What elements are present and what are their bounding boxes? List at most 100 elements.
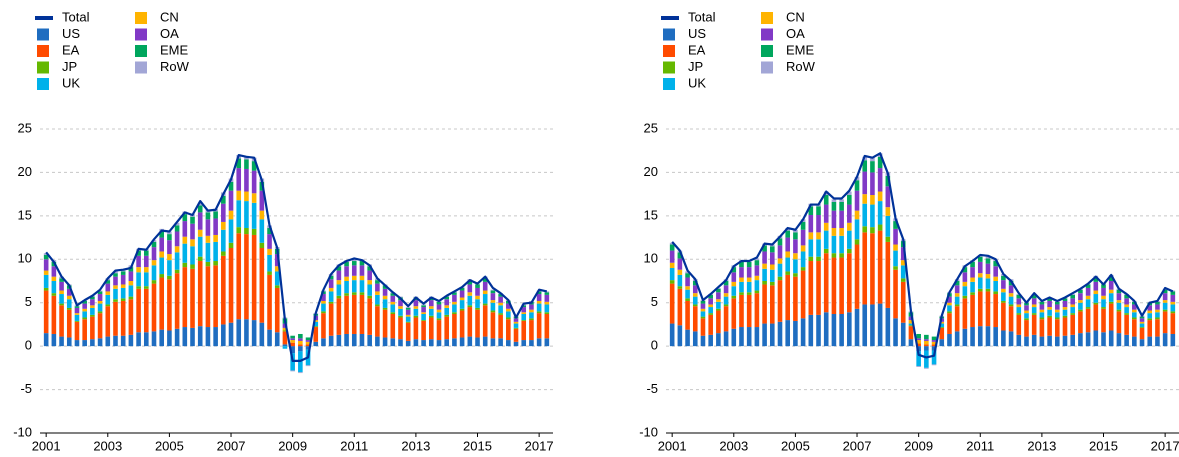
bar-segment — [885, 215, 891, 237]
bar-segment — [800, 251, 806, 268]
bar-segment — [421, 312, 426, 315]
bar-segment — [159, 277, 165, 330]
bar-segment — [190, 216, 195, 224]
bar-segment — [151, 331, 157, 347]
bar-segment — [344, 261, 349, 267]
bar-segment — [467, 284, 473, 293]
bar-segment — [816, 239, 821, 257]
legend-swatch — [37, 45, 49, 57]
bar-segment — [459, 300, 465, 309]
bar-segment — [529, 320, 534, 341]
bar-segment — [544, 292, 550, 295]
bar-segment — [267, 254, 272, 272]
bar-segment — [398, 306, 403, 309]
bar-segment — [1078, 309, 1083, 312]
bar-segment — [777, 321, 783, 347]
bar-segment — [159, 329, 165, 347]
bar-segment — [685, 298, 690, 301]
bar-segment — [305, 341, 311, 345]
bar-segment — [1116, 333, 1122, 347]
bar-segment — [993, 276, 998, 281]
bar-segment — [113, 285, 118, 289]
bar-segment — [723, 296, 729, 305]
bar-segment — [521, 314, 527, 321]
bar-segment — [313, 326, 319, 328]
bar-segment — [482, 281, 488, 291]
bar-segment — [244, 159, 249, 169]
bar-segment — [421, 320, 426, 321]
bar-segment — [136, 272, 141, 287]
bar-segment — [769, 281, 775, 286]
bar-segment — [459, 290, 465, 298]
bar-segment — [700, 300, 706, 304]
bar-segment — [900, 322, 906, 347]
bar-segment — [182, 236, 188, 244]
bar-segment — [754, 265, 760, 276]
bar-segment — [459, 308, 465, 311]
bar-segment — [290, 340, 295, 343]
legend-swatch — [663, 61, 675, 74]
bar-segment — [97, 338, 103, 347]
bar-segment — [1116, 302, 1122, 310]
bar-segment — [916, 343, 921, 347]
bar-segment — [854, 190, 860, 211]
bar-segment — [351, 294, 357, 334]
bar-segment — [823, 230, 829, 249]
bar-segment — [159, 251, 165, 258]
bar-segment — [405, 307, 411, 308]
bar-segment — [1016, 298, 1022, 305]
bar-segment — [723, 281, 729, 286]
bar-segment — [336, 295, 342, 299]
bar-segment — [877, 303, 883, 347]
bar-segment — [1024, 302, 1029, 306]
bar-segment — [870, 304, 875, 347]
bar-segment — [1024, 310, 1029, 314]
bar-segment — [321, 294, 326, 301]
bar-segment — [762, 251, 767, 264]
bar-segment — [777, 238, 783, 246]
bar-segment — [536, 300, 542, 304]
bar-segment — [128, 285, 134, 297]
bar-segment — [490, 290, 496, 294]
legend-swatch — [761, 61, 773, 74]
bar-segment — [1132, 336, 1137, 347]
bar-segment — [298, 346, 303, 352]
bar-segment — [313, 341, 319, 347]
bar-segment — [993, 327, 998, 347]
bar-segment — [182, 262, 188, 268]
bar-segment — [120, 298, 126, 301]
bar-segment — [708, 313, 713, 315]
bar-segment — [862, 160, 868, 172]
bar-segment — [1062, 317, 1068, 336]
bar-segment — [51, 281, 57, 294]
bar-segment — [893, 244, 898, 251]
bar-segment — [205, 235, 211, 243]
bar-segment — [970, 327, 975, 347]
bar-segment — [375, 304, 380, 307]
bar-segment — [1101, 308, 1106, 333]
legend-label: Total — [62, 9, 90, 24]
bar-segment — [1001, 275, 1006, 281]
bar-segment — [536, 303, 542, 312]
bar-segment — [529, 318, 534, 321]
bar-segment — [669, 280, 675, 284]
bar-segment — [375, 283, 380, 292]
bar-segment — [1008, 331, 1014, 347]
bar-segment — [244, 168, 249, 192]
bar-segment — [513, 321, 519, 324]
bar-segment — [382, 307, 388, 310]
bar-segment — [900, 265, 906, 279]
bar-segment — [74, 307, 80, 314]
bar-segment — [1162, 309, 1168, 312]
bar-segment — [900, 247, 906, 261]
bar-segment — [1039, 309, 1045, 313]
bar-segment — [382, 288, 388, 296]
bar-segment — [120, 284, 126, 288]
bar-segment — [962, 295, 968, 299]
bar-segment — [1162, 293, 1168, 301]
bar-segment — [754, 258, 760, 261]
bar-segment — [43, 259, 49, 271]
bar-segment — [405, 309, 411, 315]
y-tick-label: -10 — [13, 424, 32, 439]
bar-segment — [536, 291, 542, 295]
